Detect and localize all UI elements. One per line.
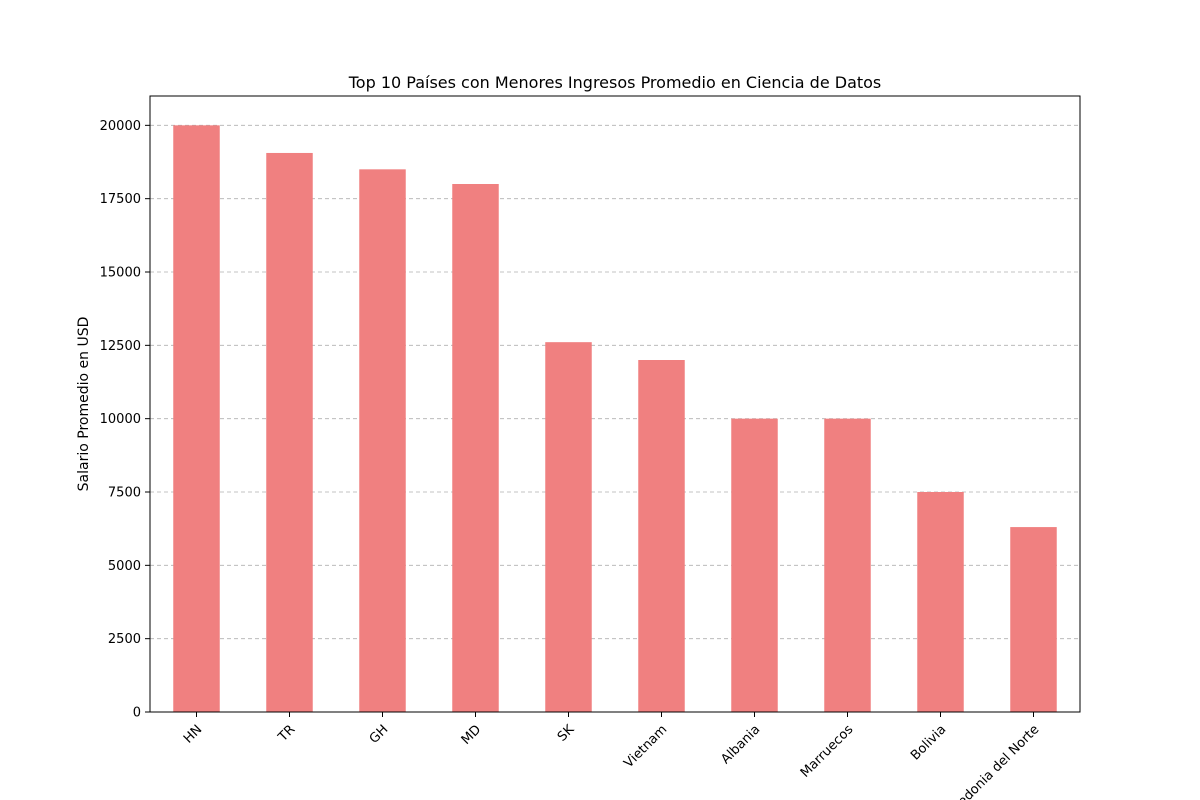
bar: [452, 184, 499, 712]
y-tick-label: 2500: [108, 632, 141, 647]
bar: [545, 342, 592, 712]
plot-frame: [149, 95, 1081, 713]
bar: [266, 152, 313, 712]
x-tick-label: Albania: [718, 722, 763, 767]
y-axis-label: Salario Promedio en USD: [76, 317, 92, 492]
y-tick-label: 17500: [100, 192, 141, 207]
x-tick-label: HN: [181, 722, 205, 746]
y-tick-label: 7500: [108, 486, 141, 501]
x-axis-ticks: HN TR GH MD SK Vietnam Albania Marruecos Bolivia…: [181, 712, 1042, 800]
x-tick-label: SK: [555, 722, 578, 745]
bars: [173, 125, 1057, 713]
y-tick-label: 5000: [108, 559, 141, 574]
x-tick-label: Marruecos: [798, 722, 857, 781]
x-tick-label: TR: [275, 722, 298, 745]
bar: [824, 418, 871, 712]
y-axis-ticks: 0 2500 5000 7500 10000 12500 15000 17500 20000: [100, 119, 150, 721]
y-tick-label: 20000: [100, 119, 141, 134]
y-tick-label: 0: [133, 706, 141, 721]
bar: [917, 492, 964, 712]
bar: [173, 125, 220, 713]
bar: [1010, 527, 1057, 712]
y-tick-label: 12500: [100, 339, 141, 354]
y-tick-label: 15000: [100, 266, 141, 281]
x-tick-label: MD: [459, 722, 485, 748]
x-tick-label: Vietnam: [621, 722, 670, 771]
y-tick-label: 10000: [100, 412, 141, 427]
x-tick-label: Bolivia: [908, 722, 949, 763]
bar: [731, 418, 778, 712]
bar: [638, 360, 685, 712]
x-tick-label: GH: [367, 722, 392, 747]
bar: [359, 169, 406, 713]
x-tick-label: Macedonia del Norte: [937, 722, 1043, 800]
chart-title: Top 10 Países con Menores Ingresos Prome…: [348, 73, 882, 92]
